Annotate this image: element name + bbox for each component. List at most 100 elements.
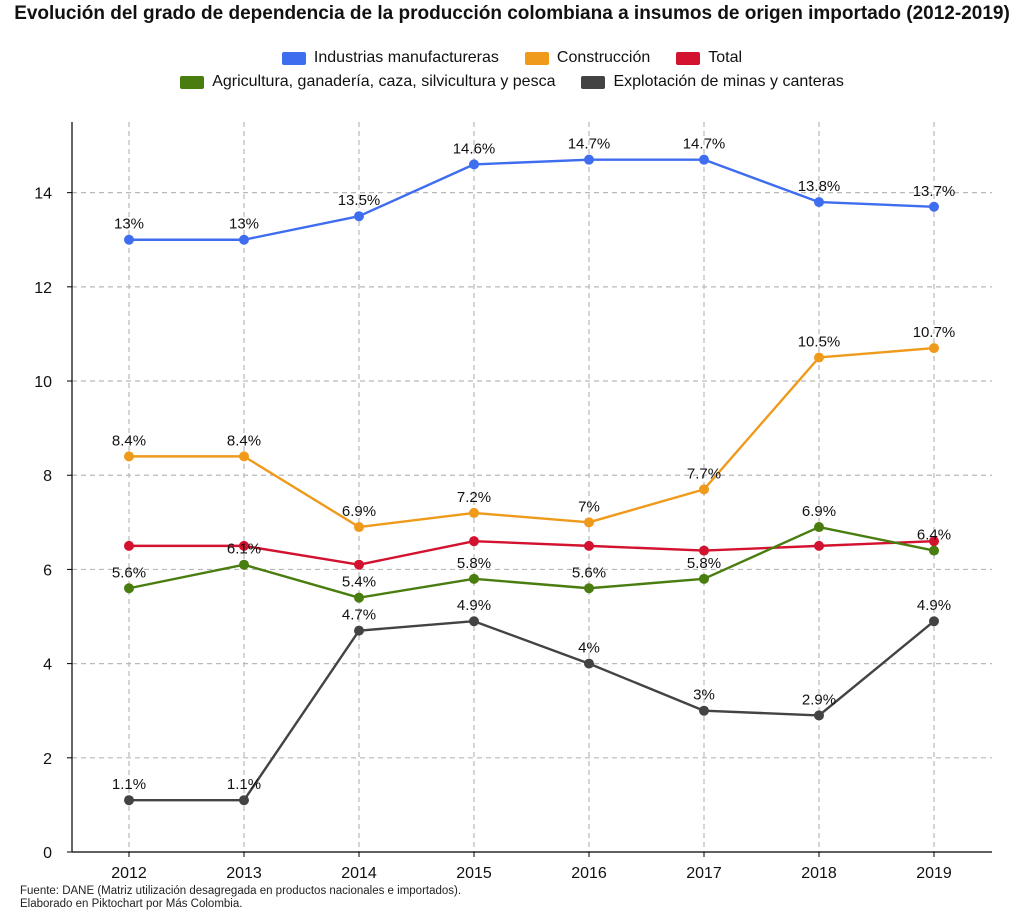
data-point [354,211,364,222]
series-line [129,539,935,566]
series-3 [124,522,939,603]
series-0 [124,154,939,245]
data-label: 5.6% [572,564,606,581]
legend-swatch [524,51,549,65]
data-label: 6.9% [802,503,836,520]
data-label: 2.9% [802,691,836,708]
data-label: 6.1% [227,541,261,558]
data-label: 5.6% [112,564,146,581]
x-tick-label: 2016 [571,865,607,880]
data-label: 3% [693,687,715,704]
source-note: Fuente: DANE (Matriz utilización desagre… [20,885,461,911]
data-label: 5.8% [457,555,491,572]
data-label: 4.7% [342,607,376,624]
y-tick-label: 2 [43,751,52,768]
data-label: 4% [578,640,600,657]
data-point [239,451,249,462]
data-point [699,573,709,584]
data-point [469,616,479,627]
x-tick-label: 2017 [686,865,722,880]
series-line [129,158,935,241]
credit-line: Elaborado en Piktochart por Más Colombia… [20,898,243,910]
x-tick-label: 2012 [111,865,147,880]
line-chart: 0 2 4 6 8 10 12 14 2012 2013 2014 2015 2016 2017 2018 2… [34,122,992,880]
data-label: 8.4% [227,432,261,449]
series-line [129,620,935,802]
data-label: 14.7% [568,136,611,153]
y-tick-label: 6 [43,562,52,579]
data-label: 4.9% [457,597,491,614]
series-1 [124,343,939,533]
data-point [814,540,824,551]
legend-swatch [676,51,701,65]
data-point [584,540,594,551]
legend-swatch [281,51,306,65]
y-tick-label: 4 [43,657,52,674]
series-2 [124,536,939,570]
legend-item: Industrias manufactureras [281,49,499,67]
x-tick-label: 2018 [801,865,837,880]
data-label: 5.8% [687,555,721,572]
x-tick-label: 2015 [456,865,492,880]
data-point [239,795,249,806]
series-line [128,525,935,599]
data-point [929,343,939,354]
data-point [699,705,709,716]
data-label: 13% [114,216,144,233]
data-point [699,545,709,556]
y-tick-label: 14 [34,186,52,203]
y-tick-label: 0 [43,845,52,862]
data-label: 1.1% [112,776,146,793]
data-label: 14.7% [683,136,726,153]
data-label: 13.5% [338,192,381,209]
data-point [699,484,709,495]
data-point [124,583,134,594]
y-tick-label: 8 [43,468,52,485]
data-point [929,201,939,212]
legend-row: Agricultura, ganadería, caza, silvicultu… [0,70,1024,94]
data-point [124,234,134,245]
data-label: 13% [229,216,259,233]
data-point [584,658,594,669]
data-label: 6.9% [342,503,376,520]
data-point [929,545,939,556]
data-point [124,795,134,806]
data-point [354,625,364,636]
data-label: 5.4% [342,574,376,591]
data-point [814,352,824,363]
data-point [469,573,479,584]
data-point [354,559,364,570]
data-point [469,507,479,518]
data-point [929,616,939,627]
legend-item: Explotación de minas y canteras [581,73,844,91]
legend-item: Construcción [524,49,651,67]
data-point [814,522,824,533]
legend-label: Construcción [556,49,651,66]
data-label: 4.9% [917,597,951,614]
data-label: 7.2% [457,489,491,506]
data-point [469,536,479,547]
data-label: 7.7% [687,465,721,482]
x-tick-label: 2019 [916,865,952,880]
data-point [814,197,824,208]
data-point [584,517,594,528]
legend-label: Total [708,49,743,66]
data-point [584,583,594,594]
data-point [354,522,364,533]
x-tick-label: 2014 [341,865,377,880]
y-tick-label: 10 [34,374,52,391]
legend-label: Industrias manufactureras [313,49,499,66]
chart-title: Evolución del grado de dependencia de la… [14,3,1010,24]
source-line: Fuente: DANE (Matriz utilización desagre… [20,885,462,897]
data-point [929,536,939,547]
legend-swatch [180,75,205,89]
data-label: 13.8% [798,178,841,195]
data-point [239,559,249,570]
y-tick-label: 12 [34,280,52,297]
data-point [584,154,594,165]
data-label: 7% [578,498,600,515]
series-4 [124,616,939,806]
series-line [129,346,935,529]
data-point [814,710,824,721]
data-label: 1.1% [227,776,261,793]
